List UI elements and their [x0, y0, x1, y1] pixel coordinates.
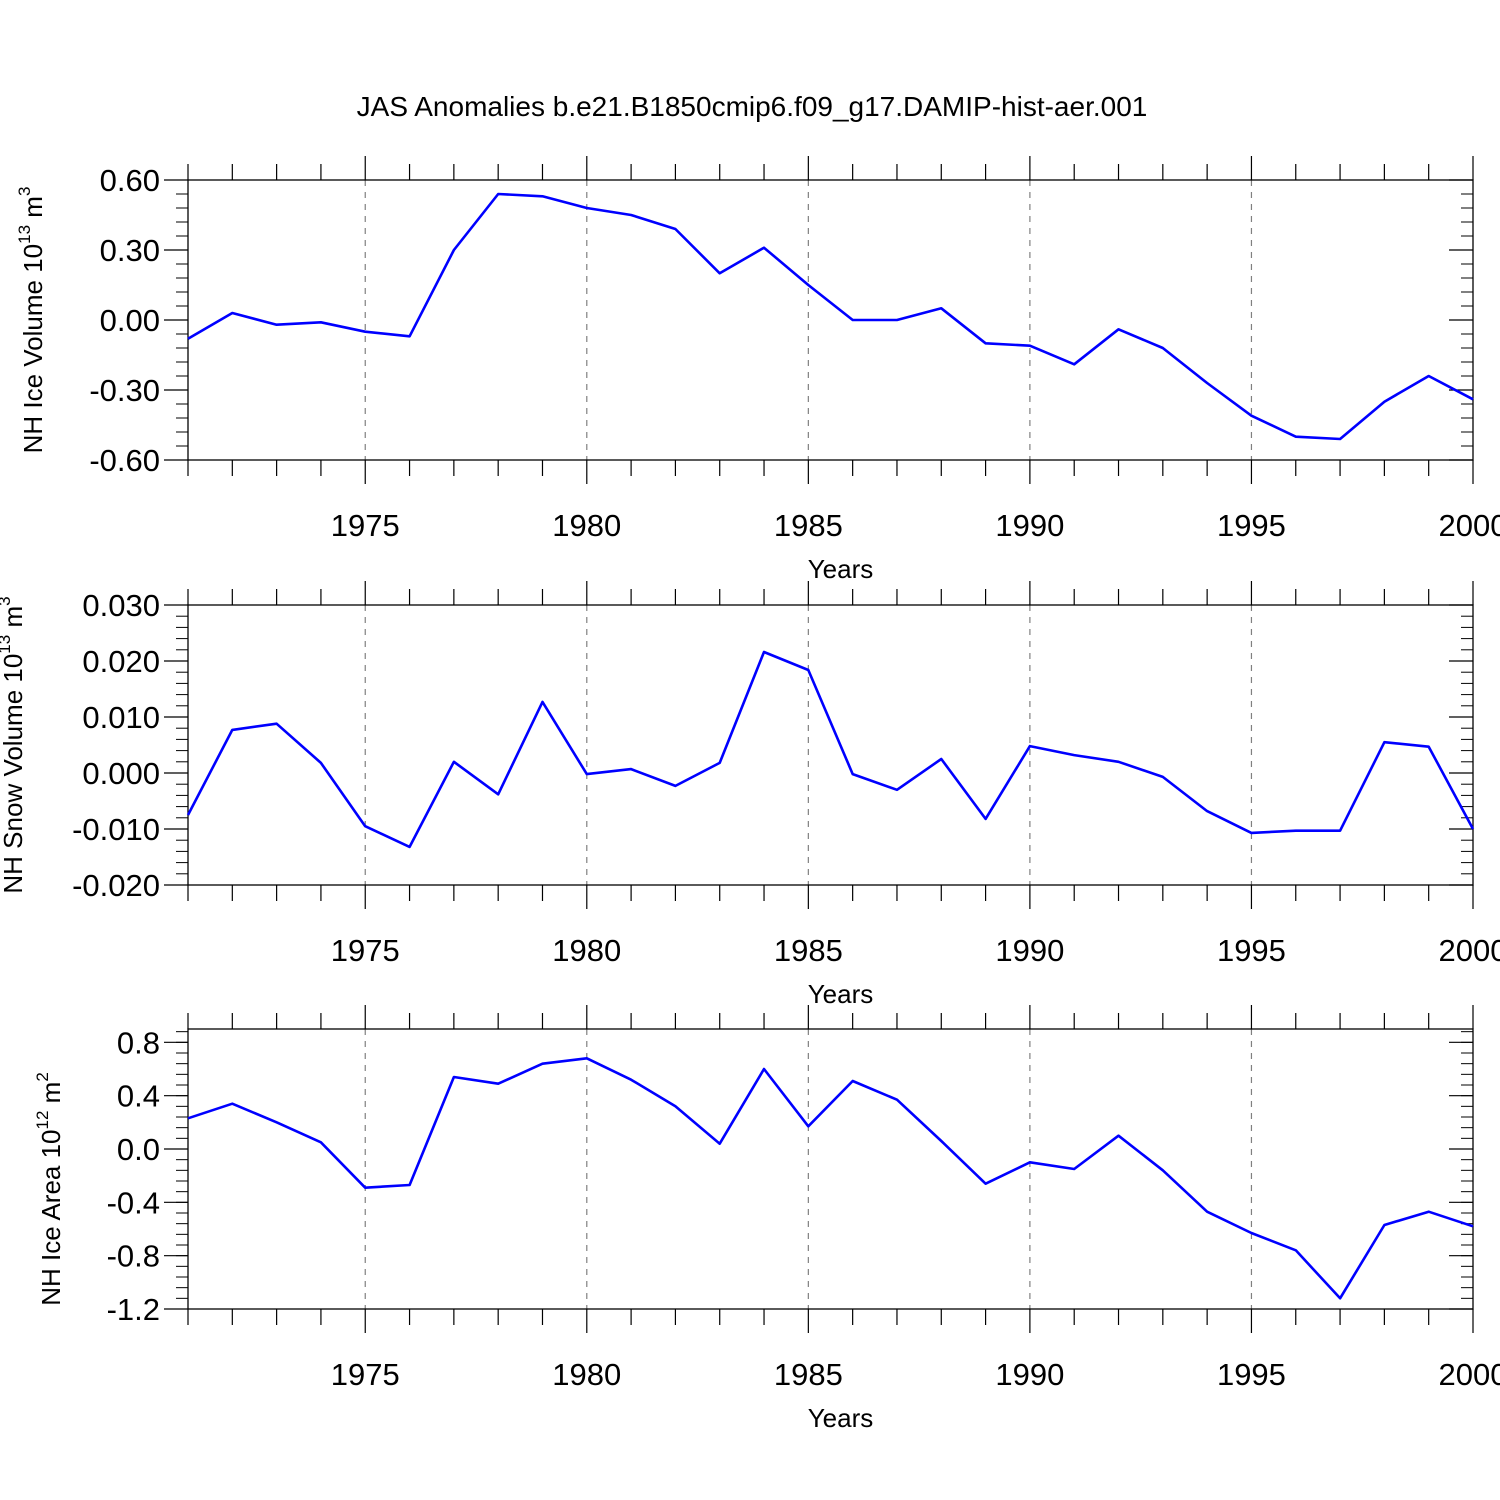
chart-panel-1-series-line: [187, 192, 1474, 441]
chart-panel-1-y-axis-title-superscript: 13: [15, 225, 34, 244]
chart-panel-3-y-tick-label: -0.8: [107, 1239, 160, 1274]
chart-panel-3: 1975 1980 1985 1990 1995 2000 0.8 0.4 0.0 -0.4 -0.…: [33, 1005, 1500, 1433]
chart-panel-3-plot-frame: [187, 1028, 1474, 1310]
chart-panel-2-y-tick-label: -0.020: [72, 868, 160, 903]
chart-panel-3-x-tick-label: 1975: [331, 1357, 400, 1392]
chart-panel-1-y-tick-label: 0.60: [100, 163, 160, 198]
chart-panel-2-x-tick-label: 1995: [1217, 933, 1286, 968]
chart-panel-2-x-tick-label: 1990: [995, 933, 1064, 968]
chart-panel-1-x-axis-title: Years: [808, 554, 874, 584]
chart-panel-1-y-tick-label: -0.30: [89, 373, 160, 408]
chart-panel-3-y-tick-label: 0.4: [117, 1079, 160, 1114]
chart-panel-1-y-axis-title-part: m: [18, 196, 48, 225]
chart-panel-2-x-tick-label: 1975: [331, 933, 400, 968]
chart-panel-2-y-tick-label: 0.020: [82, 644, 160, 679]
chart-panel-1-x-tick-label: 1995: [1217, 508, 1286, 543]
chart-panel-1-y-axis-title-part: NH Ice Volume 10: [18, 244, 48, 454]
chart-title: JAS Anomalies b.e21.B1850cmip6.f09_g17.D…: [357, 91, 1148, 122]
chart-panel-1-x-tick-label: 1975: [331, 508, 400, 543]
chart-panel-2-series-line: [186, 650, 1475, 849]
chart-panel-1-y-axis-title-superscript: 3: [15, 187, 34, 196]
chart-panel-2-y-tick-label: -0.010: [72, 812, 160, 847]
chart-panel-2-x-tick-label: 2000: [1439, 933, 1500, 968]
chart-panel-2-y-axis-title-superscript: 3: [0, 596, 14, 605]
chart-panel-2-x-axis-title: Years: [808, 979, 874, 1009]
chart-panel-3-series-line: [187, 1057, 1474, 1300]
chart-panel-1-x-tick-label: 1985: [774, 508, 843, 543]
chart-panel-1-y-tick-label: -0.60: [89, 443, 160, 478]
chart-panel-3-x-tick-label: 1980: [552, 1357, 621, 1392]
chart-panel-1-x-tick-label: 1990: [995, 508, 1064, 543]
chart-panel-2-y-axis-title-part: m: [0, 606, 28, 635]
chart-panel-3-y-axis-title-superscript: 2: [33, 1072, 52, 1081]
chart-panel-1-x-tick-label: 1980: [552, 508, 621, 543]
chart-panel-2-y-tick-label: 0.000: [82, 756, 160, 791]
chart-panel-3-y-axis-title-part: NH Ice Area 10: [36, 1129, 66, 1305]
chart-panel-2-y-axis-title-part: NH Snow Volume 10: [0, 654, 28, 894]
chart-panel-3-y-tick-label: -0.4: [107, 1185, 160, 1220]
chart-panel-3-x-tick-label: 1985: [774, 1357, 843, 1392]
chart-panel-1-y-tick-label: 0.00: [100, 303, 160, 338]
chart-panels: 1975 1980 1985 1990 1995 2000 0.60 0.30 0.00 -0.3…: [0, 156, 1500, 1433]
chart-panel-3-x-axis-title: Years: [808, 1403, 874, 1433]
chart-panel-2: 1975 1980 1985 1990 1995 2000 0.030 0.020 0.010 0…: [0, 581, 1500, 1009]
chart-panel-3-y-axis-title-part: m: [36, 1082, 66, 1111]
chart-panel-3-y-tick-label: 0.8: [117, 1025, 160, 1060]
chart-panel-3-x-tick-label: 1995: [1217, 1357, 1286, 1392]
chart-panel-3-y-tick-label: -1.2: [107, 1292, 160, 1327]
chart-panel-2-plot-frame: [187, 604, 1474, 886]
chart-panel-2-x-tick-label: 1985: [774, 933, 843, 968]
chart-panel-2-y-axis-title-superscript: 13: [0, 635, 14, 654]
chart-panel-3-y-tick-label: 0.0: [117, 1132, 160, 1167]
chart-panel-3-x-tick-label: 1990: [995, 1357, 1064, 1392]
chart-panel-1-x-tick-label: 2000: [1439, 508, 1500, 543]
chart-panel-1: 1975 1980 1985 1990 1995 2000 0.60 0.30 0.00 -0.3…: [15, 156, 1500, 584]
chart-panel-2-y-axis-title: NH Snow Volume 1013 m3: [0, 596, 28, 893]
chart-panel-2-y-tick-label: 0.010: [82, 700, 160, 735]
chart-panel-2-x-tick-label: 1980: [552, 933, 621, 968]
chart-panel-1-y-tick-label: 0.30: [100, 233, 160, 268]
chart-panel-3-y-axis-title-superscript: 12: [33, 1111, 52, 1130]
chart-panel-1-y-axis-title: NH Ice Volume 1013 m3: [15, 187, 48, 454]
chart-panel-3-y-axis-title: NH Ice Area 1012 m2: [33, 1072, 66, 1306]
chart-panel-2-y-tick-label: 0.030: [82, 588, 160, 623]
chart-panel-3-x-tick-label: 2000: [1439, 1357, 1500, 1392]
